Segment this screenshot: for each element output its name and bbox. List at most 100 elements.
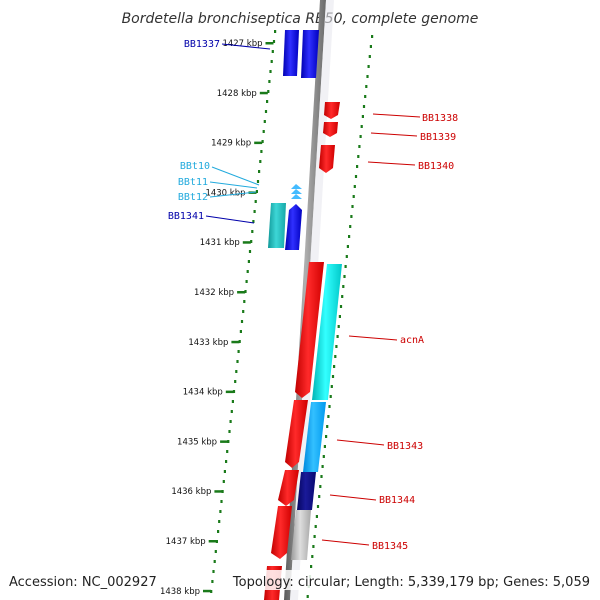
ring-dot — [259, 160, 262, 163]
gene-label-bb1338[interactable]: BB1338 — [422, 113, 458, 124]
gene-label-bb1337[interactable]: BB1337 — [184, 39, 220, 50]
ring-dot — [247, 260, 250, 263]
ring-dot — [353, 185, 356, 188]
ring-dot — [239, 330, 242, 333]
ring-dot — [229, 420, 232, 423]
ring-dot — [269, 70, 272, 73]
ring-dot — [214, 550, 217, 553]
gene-bb1339[interactable] — [323, 122, 338, 137]
ring-dot — [236, 360, 239, 363]
kbp-tick-mark — [203, 589, 211, 593]
kbp-tick-mark — [254, 141, 263, 145]
gene-label-bbt10[interactable]: BBt10 — [180, 161, 210, 172]
gene-bb1343-blue[interactable] — [303, 402, 326, 472]
ring-dot — [252, 220, 255, 223]
ring-dot — [320, 475, 323, 478]
ring-dot — [358, 145, 361, 148]
ring-dot — [322, 455, 325, 458]
ring-dot — [226, 450, 229, 453]
kbp-tick-label: 1433 kbp — [188, 338, 228, 348]
ring-dot — [367, 65, 370, 68]
ring-dot — [227, 440, 230, 443]
gene-bb1341[interactable] — [285, 204, 302, 250]
ring-dot — [314, 525, 317, 528]
ring-dot — [250, 240, 253, 243]
ring-dot — [260, 150, 263, 153]
kbp-tick-label: 1427 kbp — [222, 39, 262, 49]
gene-label-bb1341[interactable]: BB1341 — [168, 211, 204, 222]
ring-dot — [255, 190, 258, 193]
ring-dot — [274, 30, 277, 33]
ring-dot — [240, 320, 244, 323]
gene-label-bbt12[interactable]: BBt12 — [178, 192, 208, 203]
kbp-tick-label: 1432 kbp — [194, 288, 234, 298]
gene-acna-red[interactable] — [295, 262, 324, 398]
ring-dot — [230, 410, 233, 413]
gene-label-bb1340[interactable]: BB1340 — [418, 161, 454, 172]
footer-topology-bg — [256, 570, 596, 590]
ring-dot — [346, 245, 349, 248]
ring-dot — [210, 590, 213, 593]
gene-bb1337-b[interactable] — [301, 30, 319, 78]
ring-dot — [364, 95, 367, 98]
ring-dot — [334, 355, 337, 358]
ring-dot — [232, 390, 236, 393]
gene-rna-teal[interactable] — [268, 203, 286, 248]
kbp-tick-mark — [259, 91, 268, 95]
ring-dot — [316, 505, 320, 508]
trna-bbt12[interactable] — [291, 194, 302, 199]
ring-dot — [245, 280, 248, 283]
gene-bb1338[interactable] — [324, 102, 340, 119]
kbp-tick-label: 1431 kbp — [200, 238, 240, 248]
ring-dot — [225, 460, 228, 463]
ring-dot — [212, 570, 215, 573]
label-leaders — [205, 43, 421, 546]
gene-bb1344-red[interactable] — [278, 470, 299, 506]
leader-bb1345 — [321, 539, 370, 546]
gene-acna-cyan[interactable] — [312, 264, 342, 400]
ring-dot — [350, 215, 353, 218]
ring-dot — [323, 445, 326, 448]
trna-bbt11[interactable] — [291, 189, 302, 194]
gene-label-bb1345[interactable]: BB1345 — [372, 541, 408, 552]
leader-bb1338 — [372, 113, 421, 118]
ring-dot — [329, 395, 332, 398]
gene-bb1337-a[interactable] — [283, 30, 299, 76]
kbp-tick-label: 1438 kbp — [160, 587, 200, 597]
gene-bb1340[interactable] — [319, 145, 335, 173]
ring-dot — [318, 495, 321, 498]
gene-bb1345-grey[interactable] — [291, 510, 311, 560]
gene-bb1344-dark[interactable] — [297, 472, 316, 510]
trna-bbt10[interactable] — [291, 184, 302, 189]
ring-dot — [256, 180, 260, 183]
ring-dot — [336, 335, 339, 338]
ring-dot — [344, 265, 347, 268]
gene-bb1345-red[interactable] — [271, 506, 292, 559]
gene-label-bb1343[interactable]: BB1343 — [387, 441, 423, 452]
gene-label-bb1344[interactable]: BB1344 — [379, 495, 415, 506]
ring-dot — [338, 315, 341, 318]
ring-dot — [313, 535, 316, 538]
kbp-tick-mark — [214, 490, 223, 493]
ring-dot — [271, 50, 274, 53]
ring-dot — [361, 115, 364, 118]
ring-dot — [321, 465, 324, 468]
ring-dot — [267, 90, 270, 93]
gene-label-bbt11[interactable]: BBt11 — [178, 177, 208, 188]
gene-label-acna[interactable]: acnA — [400, 335, 424, 346]
ring-dot — [219, 510, 222, 513]
ring-dot — [235, 370, 238, 373]
ring-dot — [366, 75, 369, 78]
kbp-tick-mark — [220, 440, 229, 443]
kbp-tick-mark — [208, 540, 217, 543]
tick-ring-inner — [210, 30, 277, 593]
ring-dot — [248, 250, 252, 253]
ring-dot — [266, 100, 269, 103]
kbp-tick-label: 1428 kbp — [217, 89, 257, 99]
ring-dot — [222, 480, 225, 483]
ring-dot — [268, 80, 271, 83]
gene-bb1343-red[interactable] — [285, 400, 308, 468]
gene-label-bb1339[interactable]: BB1339 — [420, 132, 456, 143]
ring-dot — [359, 135, 362, 138]
